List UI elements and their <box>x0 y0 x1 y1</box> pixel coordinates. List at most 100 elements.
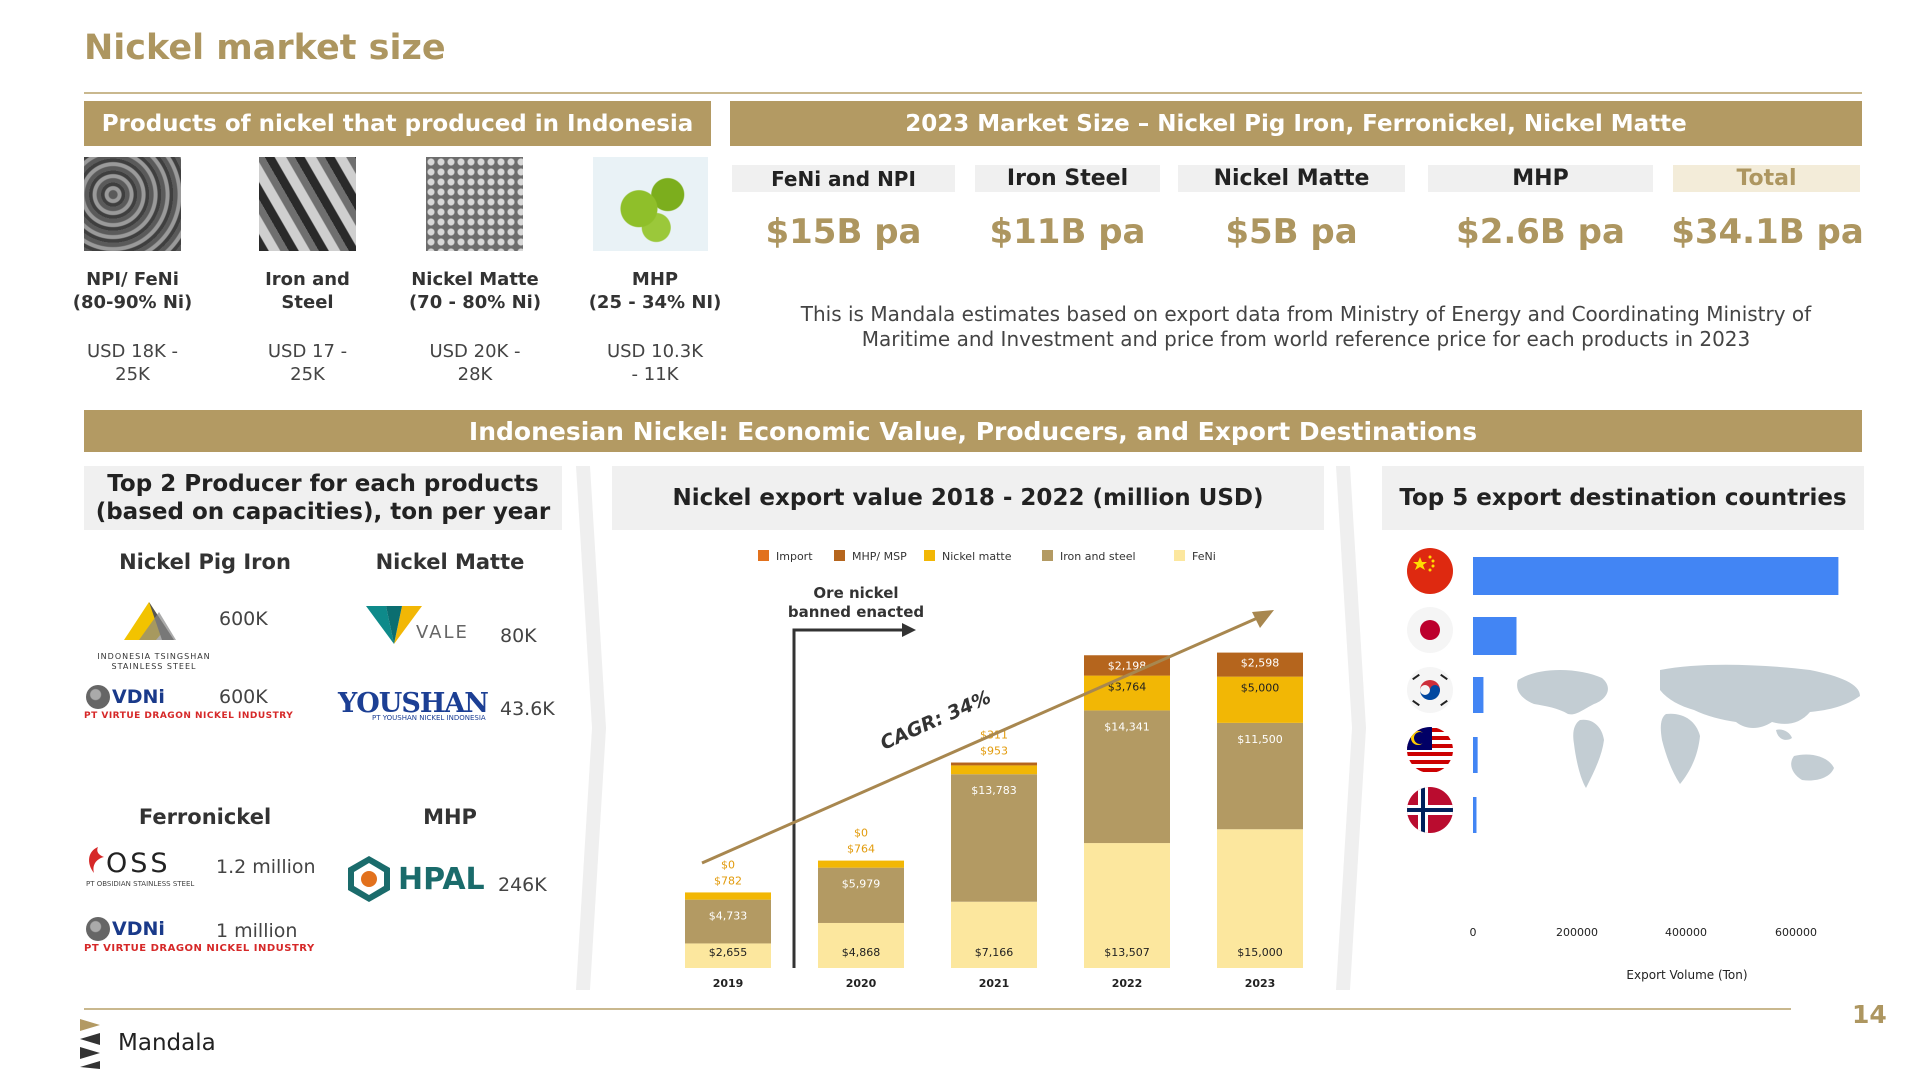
bar-segment <box>951 762 1037 766</box>
data-label: $2,598 <box>1241 657 1280 670</box>
data-label: $7,166 <box>975 946 1014 959</box>
vdni-logo-icon <box>86 685 110 709</box>
x-tick-label: 2020 <box>846 977 877 990</box>
bar-segment <box>685 892 771 900</box>
chevron-divider-1 <box>576 466 606 990</box>
bar-segment <box>818 860 904 868</box>
x-tick-label: 200000 <box>1556 926 1598 939</box>
data-label: $4,733 <box>709 910 748 923</box>
ore-ban-annotation-line2: banned enacted <box>788 603 924 621</box>
vdni-logo-text: VDNi <box>112 686 165 708</box>
matte-capacity-2: 43.6K <box>500 698 555 720</box>
data-label: $5,000 <box>1241 682 1280 695</box>
ore-ban-annotation-line1: Ore nickel <box>813 584 898 602</box>
iron-steel-image <box>259 157 356 251</box>
legend-label: FeNi <box>1192 550 1216 563</box>
legend-label: Nickel matte <box>942 550 1012 563</box>
vale-logo-text: VALE <box>416 622 469 643</box>
oss-logo-icon <box>89 847 104 873</box>
market-col-label-nickel-matte: Nickel Matte <box>1178 165 1405 192</box>
cagr-label: CAGR: 34% <box>877 686 994 754</box>
tsingshan-logo <box>124 602 176 640</box>
market-size-header: 2023 Market Size – Nickel Pig Iron, Ferr… <box>730 101 1862 146</box>
group-title-ferronickel: Ferronickel <box>138 805 272 829</box>
market-col-label-feni-npi: FeNi and NPI <box>732 165 955 192</box>
nickel-matte-image <box>426 157 523 251</box>
malaysia-flag-icon <box>1407 727 1453 773</box>
market-value-feni-npi: $15B pa <box>765 212 922 252</box>
south-korea-flag-icon <box>1407 667 1453 713</box>
ore-ban-arrow-head <box>902 623 916 637</box>
product-name-1: NPI/ FeNi (80-90% Ni) <box>72 269 193 313</box>
legend-label: MHP/ MSP <box>852 550 907 563</box>
vdni-logo-subtext: PT VIRTUE DRAGON NICKEL INDUSTRY <box>84 711 294 721</box>
legend-swatch <box>924 550 935 561</box>
mandala-logo-icon <box>80 1019 100 1069</box>
bar-segment <box>685 943 771 968</box>
x-tick-label: 2021 <box>979 977 1010 990</box>
china-flag-icon <box>1407 548 1453 594</box>
footer-rule <box>84 1008 1791 1010</box>
hpal-logo-text: HPAL <box>398 862 485 897</box>
bar-malaysia <box>1473 737 1478 773</box>
market-value-nickel-matte: $5B pa <box>1225 212 1358 252</box>
bar-segment <box>1217 722 1303 830</box>
hpal-logo-icon <box>348 856 390 902</box>
youshan-logo-subtext: PT YOUSHAN NICKEL INDONESIA <box>372 714 486 722</box>
market-col-label-mhp: MHP <box>1428 165 1653 192</box>
market-value-total: $34.1B pa <box>1671 212 1864 252</box>
npi-feni-image <box>84 157 181 251</box>
legend-label: Iron and steel <box>1060 550 1136 563</box>
legend-swatch <box>1174 550 1185 561</box>
product-price-3: USD 20K -28K <box>429 341 521 385</box>
bar-south-korea <box>1473 677 1484 713</box>
bar-segment <box>818 922 904 968</box>
bar-china <box>1473 557 1839 595</box>
feni-capacity-2: 1 million <box>216 920 298 942</box>
market-col-label-total: Total <box>1673 165 1860 192</box>
bar-segment <box>818 867 904 923</box>
npi-capacity-1: 600K <box>219 608 268 630</box>
chevron-divider-2 <box>1336 466 1366 990</box>
market-value-iron-steel: $11B pa <box>989 212 1146 252</box>
destination-bar-chart: 0 200000 400000 600000 Export Volume (Ton) <box>1470 557 1839 982</box>
x-tick-label: 2022 <box>1112 977 1143 990</box>
vale-logo <box>366 606 422 644</box>
bar-segment <box>951 774 1037 902</box>
bar-norway <box>1473 797 1477 833</box>
destination-chart-header: Top 5 export destination countries <box>1382 466 1864 530</box>
bar-japan <box>1473 617 1517 655</box>
data-label: $11,500 <box>1237 733 1283 746</box>
product-price-2: USD 17 -25K <box>267 341 348 385</box>
legend-label: Import <box>776 550 813 563</box>
footer-brand: Mandala <box>118 1030 216 1056</box>
matte-capacity-1: 80K <box>500 625 537 647</box>
legend-swatch <box>834 550 845 561</box>
producers-header: Top 2 Producer for each products (based o… <box>84 466 562 530</box>
data-label: $0 <box>854 827 868 840</box>
bar-segment <box>1217 652 1303 677</box>
product-name-2: Iron and Steel <box>265 269 350 313</box>
data-label: $0 <box>721 858 735 871</box>
legend-swatch <box>1042 550 1053 561</box>
data-label: $2,198 <box>1108 659 1147 672</box>
bar-segment <box>1084 675 1170 711</box>
data-label: $15,000 <box>1237 946 1283 959</box>
product-price-4: USD 10.3K - 11K <box>606 341 704 385</box>
x-tick-label: 2019 <box>713 977 744 990</box>
x-axis-label: Export Volume (Ton) <box>1626 968 1747 982</box>
japan-flag-icon <box>1407 607 1453 653</box>
data-label: $782 <box>714 874 742 887</box>
data-label: $764 <box>847 843 875 856</box>
norway-flag-icon <box>1407 787 1453 833</box>
data-label: $13,783 <box>971 784 1017 797</box>
export-chart-header: Nickel export value 2018 - 2022 (million… <box>612 466 1324 530</box>
bar-segment <box>1217 676 1303 723</box>
data-label: $953 <box>980 745 1008 758</box>
data-label: $5,979 <box>842 878 881 891</box>
product-name-4: MHP (25 - 34% NI) <box>588 269 722 313</box>
bar-segment <box>685 899 771 944</box>
x-tick-label: 400000 <box>1665 926 1707 939</box>
product-price-1: USD 18K -25K <box>86 341 179 385</box>
data-label: $3,764 <box>1108 681 1147 694</box>
